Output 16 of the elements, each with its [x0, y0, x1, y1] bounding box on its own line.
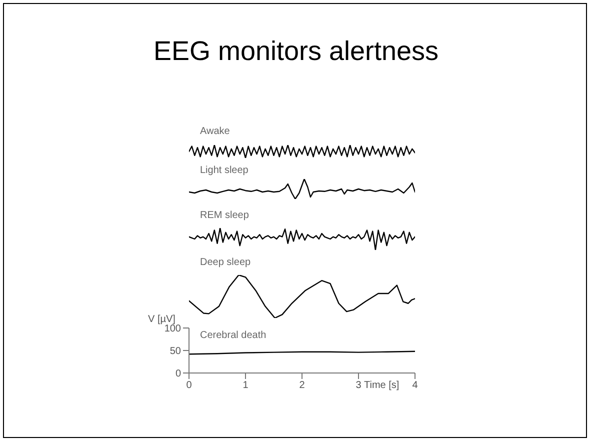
chart-title: EEG monitors alertness — [152, 36, 440, 67]
y-tick-label: 0 — [175, 368, 182, 380]
x-tick-label: 0 — [186, 380, 192, 392]
chart-subtitle: REM sleep — [200, 210, 249, 221]
x-axis-title: Time [s] — [362, 380, 402, 391]
chart-subtitle: Cerebral death — [200, 330, 266, 341]
chart-subtitle: Awake — [200, 126, 230, 137]
y-tick-label: 50 — [170, 346, 182, 358]
y-tick-label: 100 — [164, 324, 182, 335]
chart-subtitle: Light sleep — [200, 165, 248, 176]
x-tick-label: 1 — [242, 380, 249, 392]
x-tick-label: 3 — [356, 380, 362, 392]
x-tick-label: 4 — [412, 380, 418, 392]
x-tick-label: 2 — [299, 380, 306, 392]
y-axis-title: V [µV] — [148, 314, 176, 325]
chart-subtitle: Deep sleep — [200, 257, 251, 268]
